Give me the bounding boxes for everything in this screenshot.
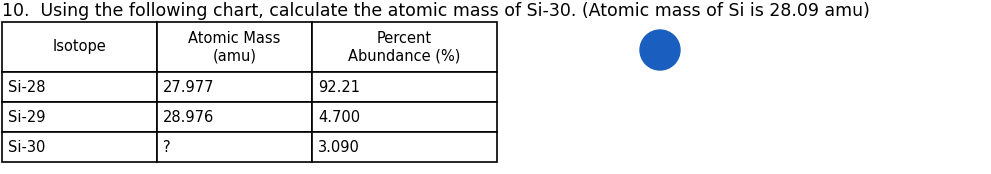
Bar (312, 22, 497, 72)
Text: 4.700: 4.700 (318, 109, 360, 125)
Bar (312, 132, 497, 162)
Bar (312, 102, 497, 132)
Bar (157, 102, 312, 132)
Circle shape (640, 30, 680, 70)
Bar (157, 132, 312, 162)
Text: 92.21: 92.21 (318, 80, 360, 94)
Text: Si-28: Si-28 (8, 80, 46, 94)
Text: Atomic Mass
(amu): Atomic Mass (amu) (188, 31, 280, 63)
Bar (2, 72, 157, 102)
Bar (2, 132, 157, 162)
Text: 10.  Using the following chart, calculate the atomic mass of Si-30. (Atomic mass: 10. Using the following chart, calculate… (2, 2, 870, 20)
Text: Isotope: Isotope (53, 39, 106, 54)
Text: 3.090: 3.090 (318, 140, 360, 155)
Text: ?: ? (163, 140, 170, 155)
Text: 27.977: 27.977 (163, 80, 214, 94)
Text: Si-30: Si-30 (8, 140, 46, 155)
Bar (312, 72, 497, 102)
Text: 28.976: 28.976 (163, 109, 214, 125)
Text: Si-29: Si-29 (8, 109, 46, 125)
Text: Percent
Abundance (%): Percent Abundance (%) (348, 31, 461, 63)
Bar (157, 72, 312, 102)
Bar (2, 102, 157, 132)
Bar (2, 22, 157, 72)
Bar (157, 22, 312, 72)
